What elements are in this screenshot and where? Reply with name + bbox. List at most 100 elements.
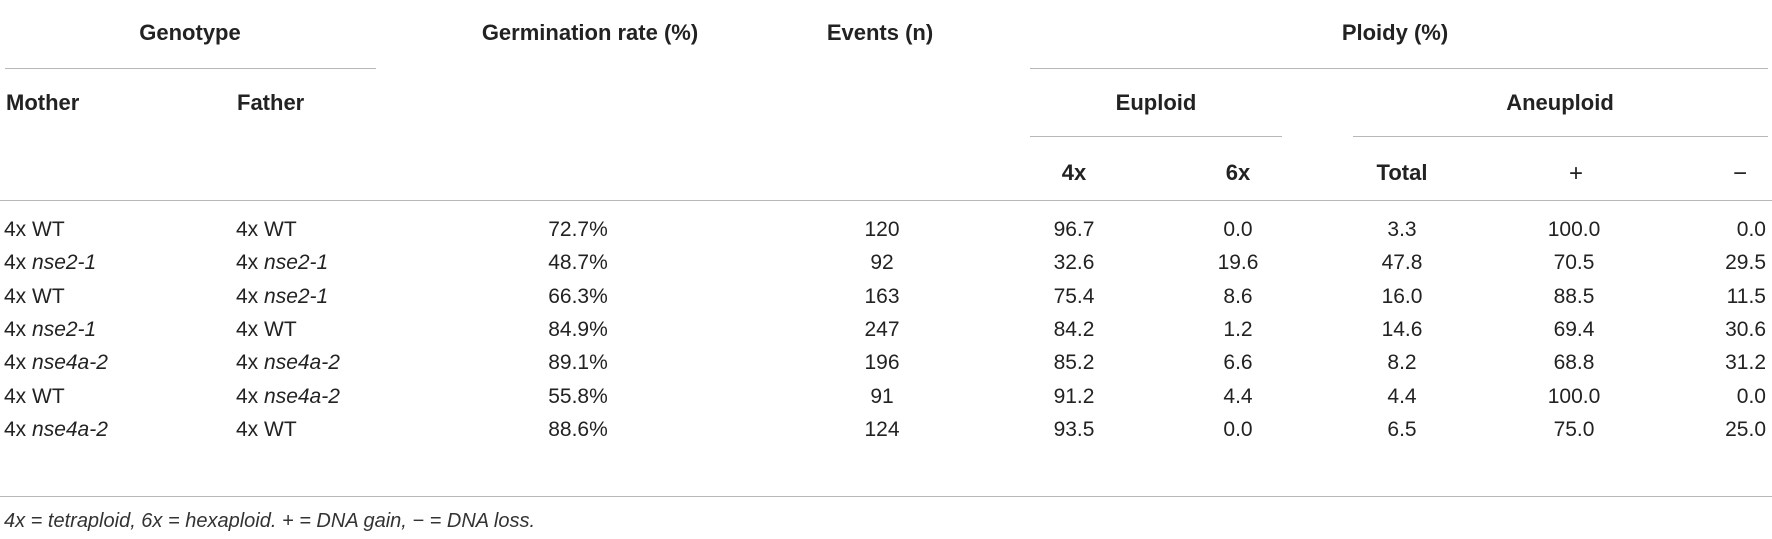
mother-allele: nse4a-2 xyxy=(32,351,108,375)
cell-6x: 1.2 xyxy=(1223,317,1253,341)
cell-father: 4x WT xyxy=(236,318,297,342)
cell-events: 92 xyxy=(870,251,894,275)
cell-father: 4x nse4a-2 xyxy=(236,351,340,375)
cell-events: 163 xyxy=(864,284,900,308)
father-prefix: 4x xyxy=(236,251,265,275)
father-allele: nse2-1 xyxy=(264,284,329,308)
header-germination-rate: Germination rate (%) xyxy=(481,20,699,45)
cell-minus: 31.2 xyxy=(1725,351,1766,375)
cell-mother: 4x WT xyxy=(4,285,65,309)
mother-prefix: 4x WT xyxy=(4,218,65,241)
cell-4x: 32.6 xyxy=(1053,251,1095,275)
cell-minus: 29.5 xyxy=(1725,251,1766,275)
cell-6x: 19.6 xyxy=(1217,251,1259,275)
cell-minus: 30.6 xyxy=(1725,317,1766,341)
cell-plus: 75.0 xyxy=(1553,417,1595,441)
cell-4x: 91.2 xyxy=(1053,384,1095,408)
cell-plus: 100.0 xyxy=(1547,218,1601,241)
aneuploid-underline xyxy=(1353,136,1768,137)
mother-prefix: 4x xyxy=(4,251,33,275)
cell-mother: 4x WT xyxy=(4,385,65,409)
father-prefix: 4x WT xyxy=(236,317,297,341)
cell-minus: 25.0 xyxy=(1725,417,1766,441)
header-euploid: Euploid xyxy=(1115,90,1197,115)
cell-total: 8.2 xyxy=(1387,351,1417,375)
table-bottom-rule xyxy=(0,496,1772,497)
mother-prefix: 4x WT xyxy=(4,384,65,408)
cell-4x: 85.2 xyxy=(1053,351,1095,375)
mother-allele: nse2-1 xyxy=(32,251,97,275)
father-prefix: 4x WT xyxy=(236,218,297,241)
cell-total: 6.5 xyxy=(1387,417,1417,441)
mother-allele: nse4a-2 xyxy=(32,417,108,441)
header-bottom-rule xyxy=(0,200,1772,201)
cell-4x: 96.7 xyxy=(1053,218,1095,241)
cell-6x: 4.4 xyxy=(1223,384,1253,408)
cell-plus: 68.8 xyxy=(1553,351,1595,375)
cell-4x: 84.2 xyxy=(1053,317,1095,341)
header-4x: 4x xyxy=(1061,160,1087,185)
father-prefix: 4x xyxy=(236,351,265,375)
father-allele: nse4a-2 xyxy=(264,351,340,375)
header-mother: Mother xyxy=(6,90,80,115)
cell-total: 3.3 xyxy=(1387,218,1417,241)
cell-mother: 4x WT xyxy=(4,218,65,242)
cell-father: 4x WT xyxy=(236,218,297,242)
father-allele: nse4a-2 xyxy=(264,384,340,408)
cell-germination-rate: 72.7% xyxy=(548,218,608,241)
cell-events: 120 xyxy=(864,218,900,241)
cell-events: 247 xyxy=(864,317,900,341)
cell-plus: 88.5 xyxy=(1553,284,1595,308)
header-total: Total xyxy=(1376,160,1428,185)
cell-germination-rate: 66.3% xyxy=(548,284,608,308)
father-prefix: 4x xyxy=(236,284,265,308)
genotype-underline xyxy=(5,68,376,69)
cell-father: 4x nse2-1 xyxy=(236,285,328,309)
cell-6x: 0.0 xyxy=(1223,417,1253,441)
cell-germination-rate: 88.6% xyxy=(548,417,608,441)
cell-germination-rate: 84.9% xyxy=(548,317,608,341)
cell-germination-rate: 55.8% xyxy=(548,384,608,408)
cell-plus: 69.4 xyxy=(1553,317,1595,341)
header-plus: + xyxy=(1568,160,1584,187)
father-prefix: 4x WT xyxy=(236,417,297,441)
euploid-underline xyxy=(1030,136,1282,137)
table-footnote: 4x = tetraploid, 6x = hexaploid. + = DNA… xyxy=(4,510,536,532)
cell-plus: 100.0 xyxy=(1547,384,1601,408)
header-genotype: Genotype xyxy=(139,20,241,45)
cell-total: 16.0 xyxy=(1381,284,1423,308)
mother-prefix: 4x xyxy=(4,351,33,375)
cell-6x: 8.6 xyxy=(1223,284,1253,308)
cell-minus: 11.5 xyxy=(1726,284,1766,308)
cell-events: 196 xyxy=(864,351,900,375)
cell-father: 4x nse2-1 xyxy=(236,251,328,275)
header-6x: 6x xyxy=(1225,160,1251,185)
cell-4x: 75.4 xyxy=(1053,284,1095,308)
header-minus: − xyxy=(1733,160,1748,187)
cell-6x: 6.6 xyxy=(1223,351,1253,375)
cell-father: 4x nse4a-2 xyxy=(236,385,340,409)
header-ploidy: Ploidy (%) xyxy=(1341,20,1449,45)
cell-plus: 70.5 xyxy=(1553,251,1595,275)
cell-mother: 4x nse2-1 xyxy=(4,251,96,275)
cell-minus: 0.0 xyxy=(1736,218,1766,241)
cell-events: 124 xyxy=(864,417,900,441)
father-prefix: 4x xyxy=(236,384,265,408)
header-father: Father xyxy=(237,90,305,115)
cell-mother: 4x nse4a-2 xyxy=(4,418,108,442)
cell-father: 4x WT xyxy=(236,418,297,442)
cell-total: 47.8 xyxy=(1381,251,1423,275)
cell-4x: 93.5 xyxy=(1053,417,1095,441)
cell-germination-rate: 48.7% xyxy=(548,251,608,275)
mother-prefix: 4x xyxy=(4,417,33,441)
mother-prefix: 4x xyxy=(4,317,33,341)
cell-mother: 4x nse4a-2 xyxy=(4,351,108,375)
cell-minus: 0.0 xyxy=(1736,384,1766,408)
father-allele: nse2-1 xyxy=(264,251,329,275)
header-aneuploid: Aneuploid xyxy=(1506,90,1614,115)
cell-6x: 0.0 xyxy=(1223,218,1253,241)
cell-germination-rate: 89.1% xyxy=(548,351,608,375)
ploidy-underline xyxy=(1030,68,1768,69)
cell-total: 14.6 xyxy=(1381,317,1423,341)
cell-mother: 4x nse2-1 xyxy=(4,318,96,342)
